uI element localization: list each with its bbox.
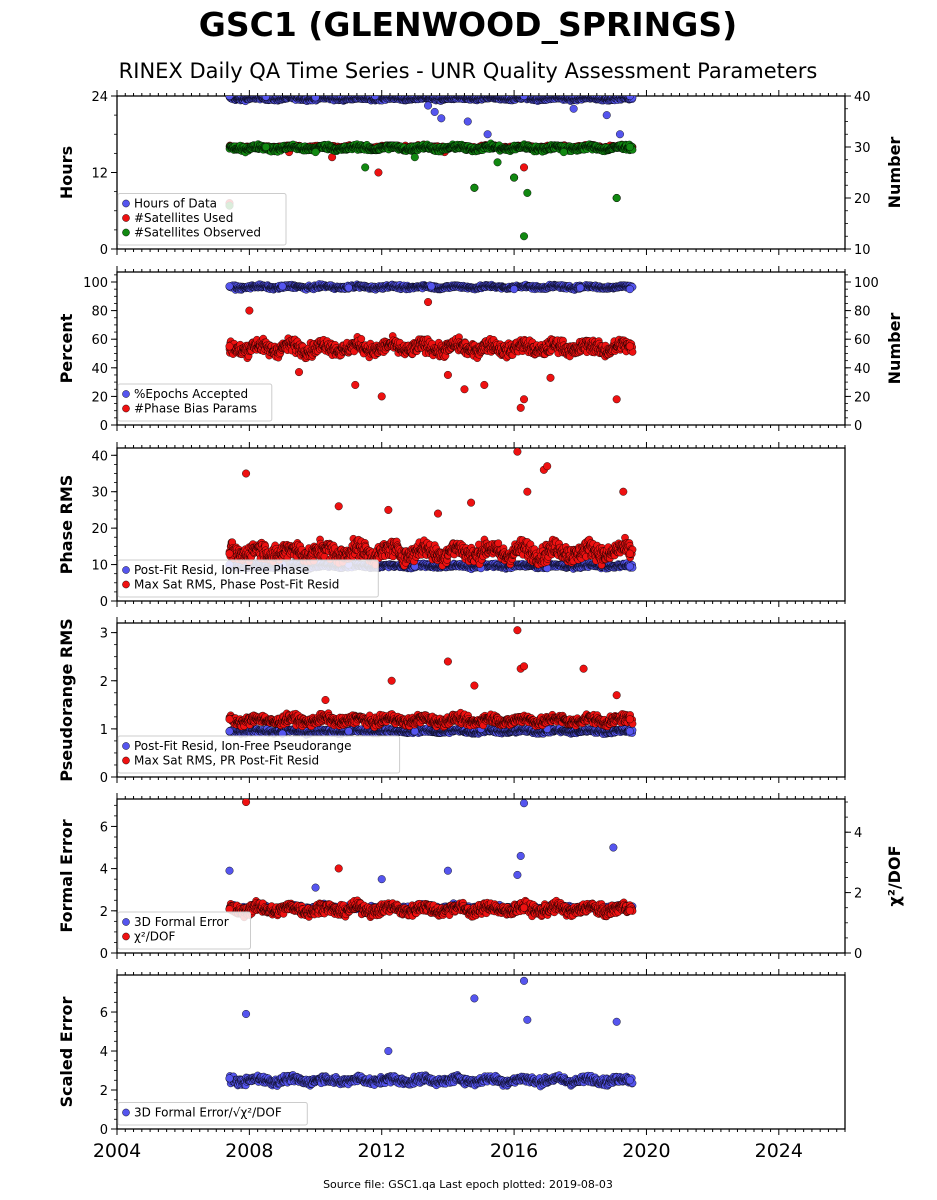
data-point [311, 96, 320, 102]
data-point [493, 158, 502, 167]
data-point [612, 193, 621, 202]
y2-tick-label: 0 [854, 419, 862, 434]
legend-label: #Satellites Observed [134, 226, 261, 240]
data-point [344, 283, 353, 292]
data-point [374, 168, 383, 177]
y2-axis-label: Number [885, 313, 904, 385]
data-point [361, 163, 370, 172]
y2-tick-label: 20 [854, 192, 871, 207]
data-point [470, 183, 479, 192]
data-point [261, 142, 270, 151]
points-group [225, 96, 637, 241]
data-point [463, 117, 472, 126]
y-tick-label: 12 [91, 167, 108, 182]
y2-tick-label: 80 [854, 305, 871, 320]
legend-marker [122, 228, 130, 237]
data-point [424, 101, 433, 110]
figure-subtitle: RINEX Daily QA Time Series - UNR Quality… [119, 59, 818, 83]
data-point [510, 173, 519, 182]
y-tick-label: 0 [100, 243, 108, 258]
data-point [520, 163, 529, 172]
y-tick-label: 80 [91, 305, 108, 320]
y-tick-label: 40 [91, 362, 108, 377]
y2-tick-label: 40 [854, 362, 871, 377]
legend: Hours of Data#Satellites Used#Satellites… [117, 193, 287, 246]
y-tick-label: 60 [91, 333, 108, 348]
data-point [615, 130, 624, 139]
y-axis-label: Percent [57, 313, 76, 383]
data-point [625, 285, 634, 294]
y2-tick-label: 30 [854, 141, 871, 156]
y2-tick-label: 10 [854, 243, 871, 258]
y-tick-label: 20 [91, 390, 108, 405]
series-green [225, 139, 637, 241]
data-point [278, 282, 287, 291]
data-point [437, 114, 446, 123]
y2-tick-label: 20 [854, 390, 871, 405]
y2-tick-label: 40 [854, 90, 871, 105]
data-point [371, 96, 380, 100]
y-tick-label: 100 [83, 276, 108, 291]
figure-title: GSC1 (GLENWOOD_SPRINGS) [199, 5, 737, 44]
data-point [569, 104, 578, 113]
data-point [559, 148, 568, 157]
data-point [427, 282, 436, 291]
data-point [410, 153, 419, 162]
data-point [430, 107, 439, 116]
data-point [625, 96, 634, 100]
data-point [523, 188, 532, 197]
data-point [576, 283, 585, 292]
data-point [311, 148, 320, 157]
y2-tick-label: 100 [854, 276, 879, 291]
data-point [520, 232, 529, 241]
data-point [602, 111, 611, 120]
data-point [261, 96, 270, 101]
y-tick-label: 0 [100, 419, 108, 434]
points-group [225, 280, 637, 412]
data-point [225, 96, 234, 100]
series-blue [225, 96, 637, 151]
legend-label: Hours of Data [134, 197, 217, 211]
y2-tick-label: 60 [854, 333, 871, 348]
series-blue [225, 280, 637, 294]
legend-label: #Satellites Used [134, 211, 233, 225]
legend-marker [122, 199, 130, 208]
data-point [625, 142, 634, 151]
data-point [225, 282, 234, 291]
data-point [357, 335, 366, 343]
y-axis-label: Hours [57, 146, 76, 199]
data-point [510, 285, 519, 294]
data-point [520, 96, 529, 100]
data-point [483, 130, 492, 139]
y-tick-label: 24 [91, 90, 108, 105]
legend-marker [122, 214, 130, 222]
y2-axis-label: Number [885, 137, 904, 209]
series-red [225, 298, 637, 412]
